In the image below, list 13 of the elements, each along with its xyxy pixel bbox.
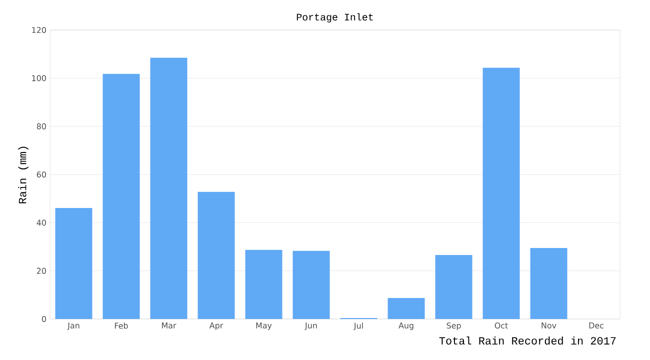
chart-title: Portage Inlet (296, 13, 373, 22)
x-axis-title: Total Rain Recorded in 2017 (439, 336, 616, 345)
bar (435, 254, 472, 319)
bar (530, 248, 568, 319)
bar (150, 58, 188, 319)
y-axis-title: Rain (mm) (18, 146, 28, 204)
bar (388, 298, 425, 319)
bar (198, 192, 235, 319)
bar (245, 250, 282, 319)
bar (102, 74, 140, 319)
bar (292, 250, 330, 319)
bar (482, 68, 520, 319)
bar (55, 208, 92, 319)
